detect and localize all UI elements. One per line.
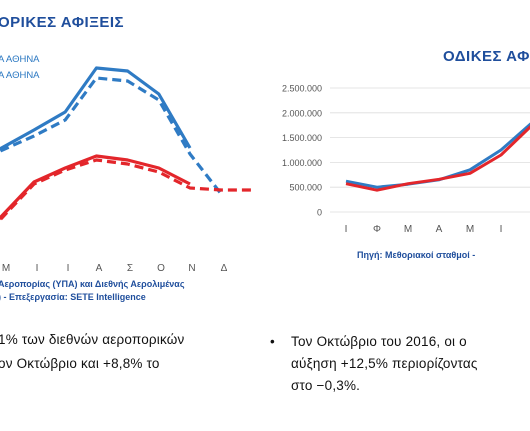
left-chart-title: ΟΡΙΚΕΣ ΑΦΙΞΕΙΣ [0, 14, 124, 31]
right-y-tick: 2.000.000 [282, 108, 322, 118]
left-x-tick: Ν [188, 263, 195, 274]
right-chart-title: ΟΔΙΚΕΣ ΑΦ [443, 48, 530, 65]
left-text-line-1: 1% των διεθνών αεροπορικών [0, 332, 185, 347]
left-x-tick: Μ [2, 263, 10, 274]
right-source: Πηγή: Μεθοριακοί σταθμοί - [357, 250, 475, 260]
right-text-line-3: στο −0,3%. [291, 378, 360, 393]
left-x-tick: Σ [127, 263, 133, 274]
left-legend-item-2: Α ΑΘΗΝΑ [0, 70, 40, 81]
right-y-tick: 500.000 [289, 183, 322, 193]
right-x-tick: Μ [466, 224, 474, 235]
right-y-tick: 0 [317, 208, 322, 218]
right-x-tick: Α [436, 224, 443, 235]
right-y-tick: 1.000.000 [282, 158, 322, 168]
left-source-line-1: Αεροπορίας (ΥΠΑ) και Διεθνής Αερολιμένας [0, 279, 185, 289]
right-x-tick: Ι [500, 224, 503, 235]
left-series-line-2 [0, 76, 223, 195]
right-x-tick: Φ [373, 224, 381, 235]
left-x-tick: Ι [67, 263, 70, 274]
right-y-axis: 2.500.000 2.000.000 1.500.000 1.000.000 500.… [282, 84, 322, 218]
left-legend: Α ΑΘΗΝΑ Α ΑΘΗΝΑ [0, 54, 40, 81]
right-x-tick: Μ [404, 224, 412, 235]
left-x-tick: Ο [157, 263, 165, 274]
left-chart-plot [0, 66, 253, 223]
left-x-tick: Δ [221, 263, 228, 274]
left-legend-item-1: Α ΑΘΗΝΑ [0, 54, 40, 65]
right-text-line-1: Τον Οκτώβριο του 2016, οι ο [291, 334, 467, 349]
left-x-tick: Α [96, 263, 103, 274]
left-source-line-2: ) - Επεξεργασία: SETE Intelligence [0, 292, 146, 302]
left-series-line-3 [0, 154, 191, 221]
right-x-axis: ΙΦΜΑΜΙΙ [345, 224, 503, 235]
right-series-line-2 [345, 125, 530, 192]
left-series-line-4 [0, 158, 253, 223]
right-text-line-2: αύξηση +12,5% περιορίζοντας [291, 356, 478, 371]
right-chart-plot [345, 122, 530, 192]
left-text-line-2: ον Οκτώβριο και +8,8% το [0, 356, 160, 371]
bullet-icon: • [270, 334, 275, 349]
right-y-tick: 2.500.000 [282, 84, 322, 94]
right-y-tick: 1.500.000 [282, 133, 322, 143]
left-series-line-1 [0, 66, 192, 151]
right-x-tick: Ι [345, 224, 348, 235]
left-x-tick: Ι [36, 263, 39, 274]
